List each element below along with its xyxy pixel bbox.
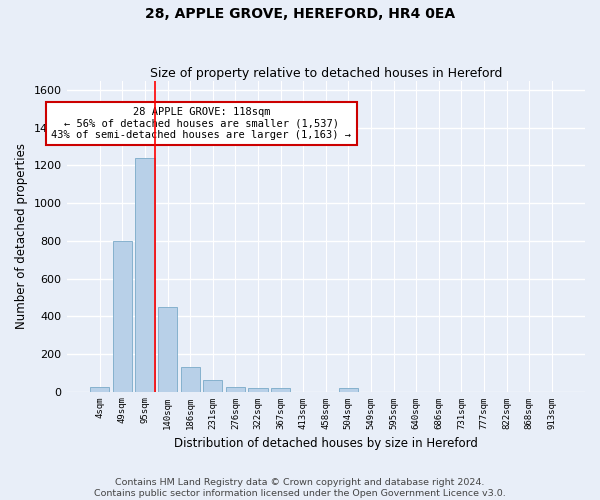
Text: 28, APPLE GROVE, HEREFORD, HR4 0EA: 28, APPLE GROVE, HEREFORD, HR4 0EA: [145, 8, 455, 22]
Text: Contains HM Land Registry data © Crown copyright and database right 2024.
Contai: Contains HM Land Registry data © Crown c…: [94, 478, 506, 498]
Text: 28 APPLE GROVE: 118sqm
← 56% of detached houses are smaller (1,537)
43% of semi-: 28 APPLE GROVE: 118sqm ← 56% of detached…: [52, 107, 352, 140]
Bar: [248, 388, 268, 392]
Bar: [90, 387, 109, 392]
Bar: [339, 388, 358, 392]
Title: Size of property relative to detached houses in Hereford: Size of property relative to detached ho…: [149, 66, 502, 80]
Bar: [136, 158, 155, 392]
Bar: [226, 387, 245, 392]
Bar: [271, 388, 290, 392]
Bar: [181, 367, 200, 392]
Bar: [113, 241, 132, 392]
Bar: [158, 307, 177, 392]
X-axis label: Distribution of detached houses by size in Hereford: Distribution of detached houses by size …: [174, 437, 478, 450]
Y-axis label: Number of detached properties: Number of detached properties: [15, 143, 28, 329]
Bar: [203, 380, 223, 392]
